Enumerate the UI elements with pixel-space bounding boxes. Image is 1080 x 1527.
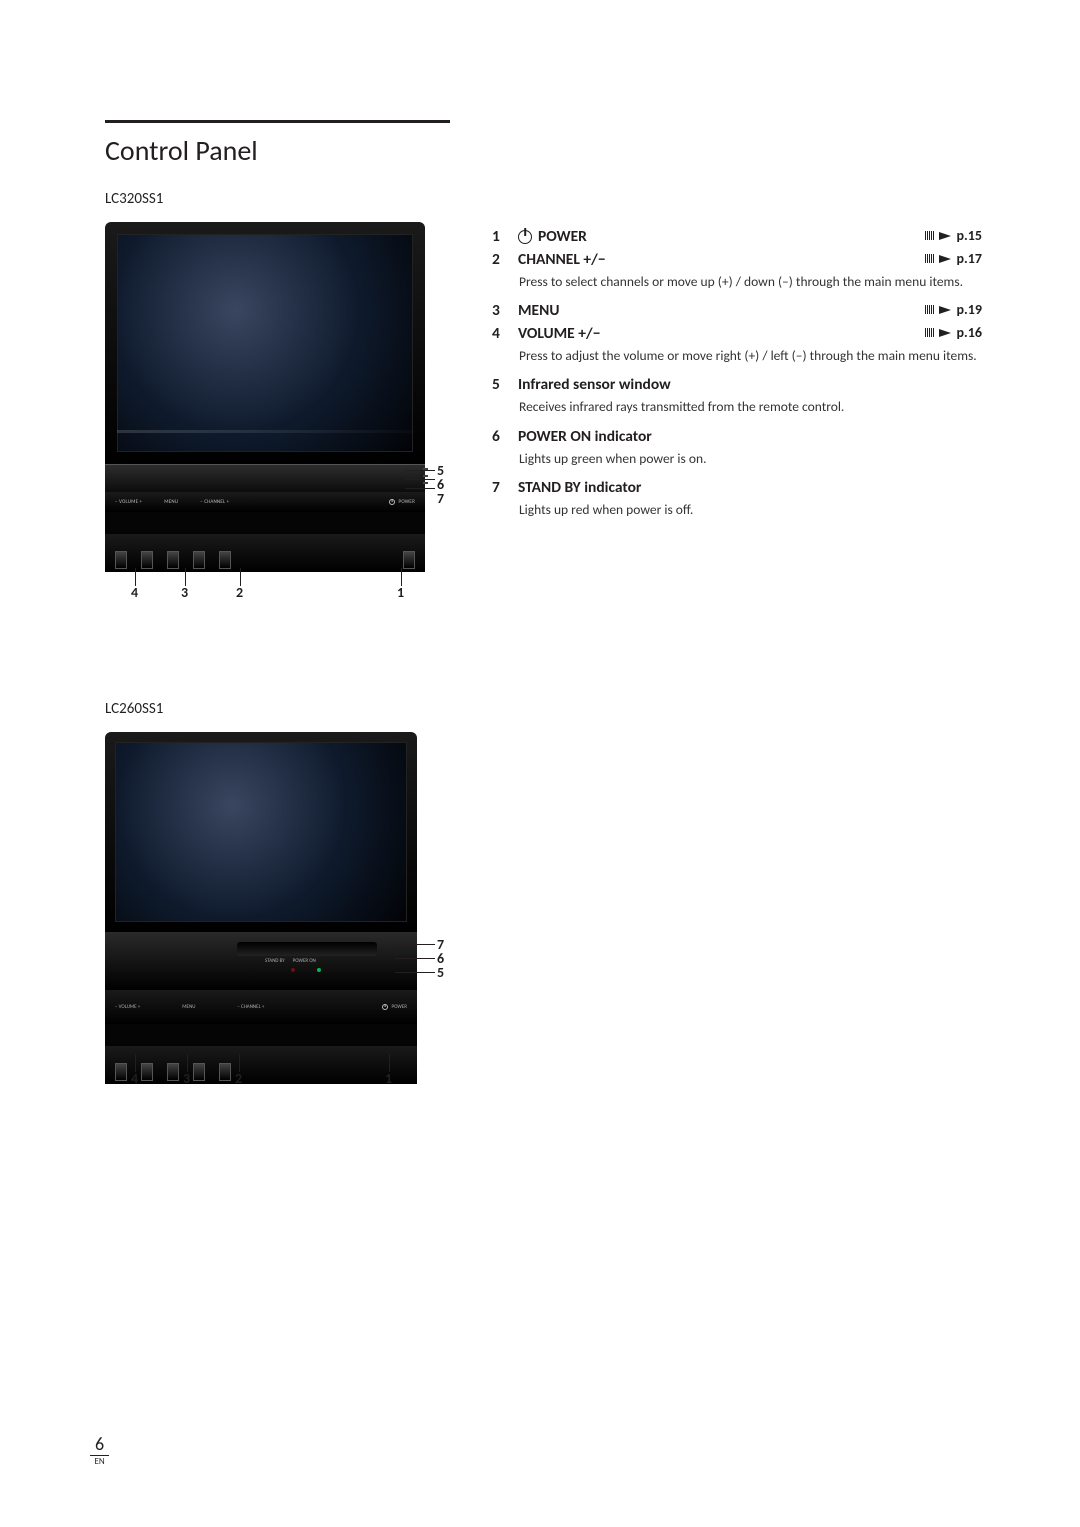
item-label: CHANNEL +/−	[518, 250, 911, 269]
arrow-icon	[925, 231, 935, 240]
standby-led-icon	[291, 968, 295, 972]
tv-volume-label: − VOLUME +	[115, 1004, 140, 1010]
callout-number: 3	[183, 1070, 190, 1087]
page-reference: p.17	[925, 250, 982, 267]
tv-illustration: − VOLUME + MENU − CHANNEL + POWER	[105, 222, 425, 592]
item-description: Receives infrared rays transmitted from …	[519, 398, 979, 416]
page-number: 6 EN	[90, 1433, 109, 1467]
control-descriptions: 1 POWER p.15 2 CHANNEL +/− p.17 Press to selec…	[492, 227, 982, 529]
item-number: 7	[492, 478, 504, 497]
item-number: 6	[492, 427, 504, 446]
arrow-icon	[939, 255, 951, 263]
description-item: 6 POWER ON indicator	[492, 427, 982, 446]
model-label-1: LC320SS1	[105, 190, 990, 208]
power-icon	[518, 230, 532, 244]
description-item: 4 VOLUME +/− p.16	[492, 324, 982, 343]
item-number: 1	[492, 227, 504, 246]
tv-poweron-label: POWER ON	[293, 958, 316, 964]
callout-number: 1	[397, 584, 404, 601]
item-label: POWER ON indicator	[518, 427, 982, 446]
item-label: MENU	[518, 301, 911, 320]
arrow-icon	[925, 305, 935, 314]
callout-number: 1	[385, 1070, 392, 1087]
item-number: 2	[492, 250, 504, 269]
description-item: 2 CHANNEL +/− p.17	[492, 250, 982, 269]
callout-number: 3	[181, 584, 188, 601]
tv-power-label: POWER	[399, 499, 415, 505]
arrow-icon	[939, 306, 951, 314]
tv-volume-label: − VOLUME +	[115, 499, 142, 505]
page-reference: p.19	[925, 301, 982, 318]
callout-number: 7	[437, 490, 444, 507]
callout-number: 4	[131, 584, 138, 601]
description-item: 1 POWER p.15	[492, 227, 982, 246]
item-description: Lights up red when power is off.	[519, 501, 979, 519]
arrow-icon	[925, 328, 935, 337]
item-label: VOLUME +/−	[518, 324, 911, 343]
callout-number: 2	[235, 1070, 242, 1087]
diagram-lc260ss1: STAND BY POWER ON − VOLUME + MENU − CHAN…	[105, 732, 455, 1087]
item-label: Infrared sensor window	[518, 375, 982, 394]
tv-menu-label: MENU	[164, 499, 178, 505]
description-item: 7 STAND BY indicator	[492, 478, 982, 497]
tv-channel-label: − CHANNEL +	[200, 499, 229, 505]
tv-standby-label: STAND BY	[265, 958, 285, 964]
item-number: 4	[492, 324, 504, 343]
section-rule	[105, 120, 450, 123]
arrow-icon	[939, 329, 951, 337]
arrow-icon	[925, 254, 935, 263]
item-number: 3	[492, 301, 504, 320]
arrow-icon	[939, 232, 951, 240]
power-icon	[382, 1004, 388, 1010]
callout-number: 4	[131, 1070, 138, 1087]
tv-power-label: POWER	[392, 1004, 407, 1010]
callout-number: 2	[236, 584, 243, 601]
power-icon	[389, 499, 395, 505]
item-description: Lights up green when power is on.	[519, 450, 979, 468]
tv-channel-label: − CHANNEL +	[237, 1004, 264, 1010]
item-number: 5	[492, 375, 504, 394]
poweron-led-icon	[317, 968, 321, 972]
callout-number: 5	[437, 964, 444, 981]
description-item: 3 MENU p.19	[492, 301, 982, 320]
page-title: Control Panel	[105, 133, 990, 168]
page-reference: p.16	[925, 324, 982, 341]
diagram-lc320ss1: − VOLUME + MENU − CHANNEL + POWER 5 6 7	[105, 222, 450, 600]
item-description: Press to select channels or move up (+) …	[519, 273, 979, 291]
tv-menu-label: MENU	[182, 1004, 195, 1010]
page-reference: p.15	[925, 227, 982, 244]
item-description: Press to adjust the volume or move right…	[519, 347, 979, 365]
model-label-2: LC260SS1	[105, 700, 990, 718]
description-item: 5 Infrared sensor window	[492, 375, 982, 394]
item-label: STAND BY indicator	[518, 478, 982, 497]
tv-illustration: STAND BY POWER ON − VOLUME + MENU − CHAN…	[105, 732, 455, 1084]
item-label: POWER	[518, 227, 911, 246]
